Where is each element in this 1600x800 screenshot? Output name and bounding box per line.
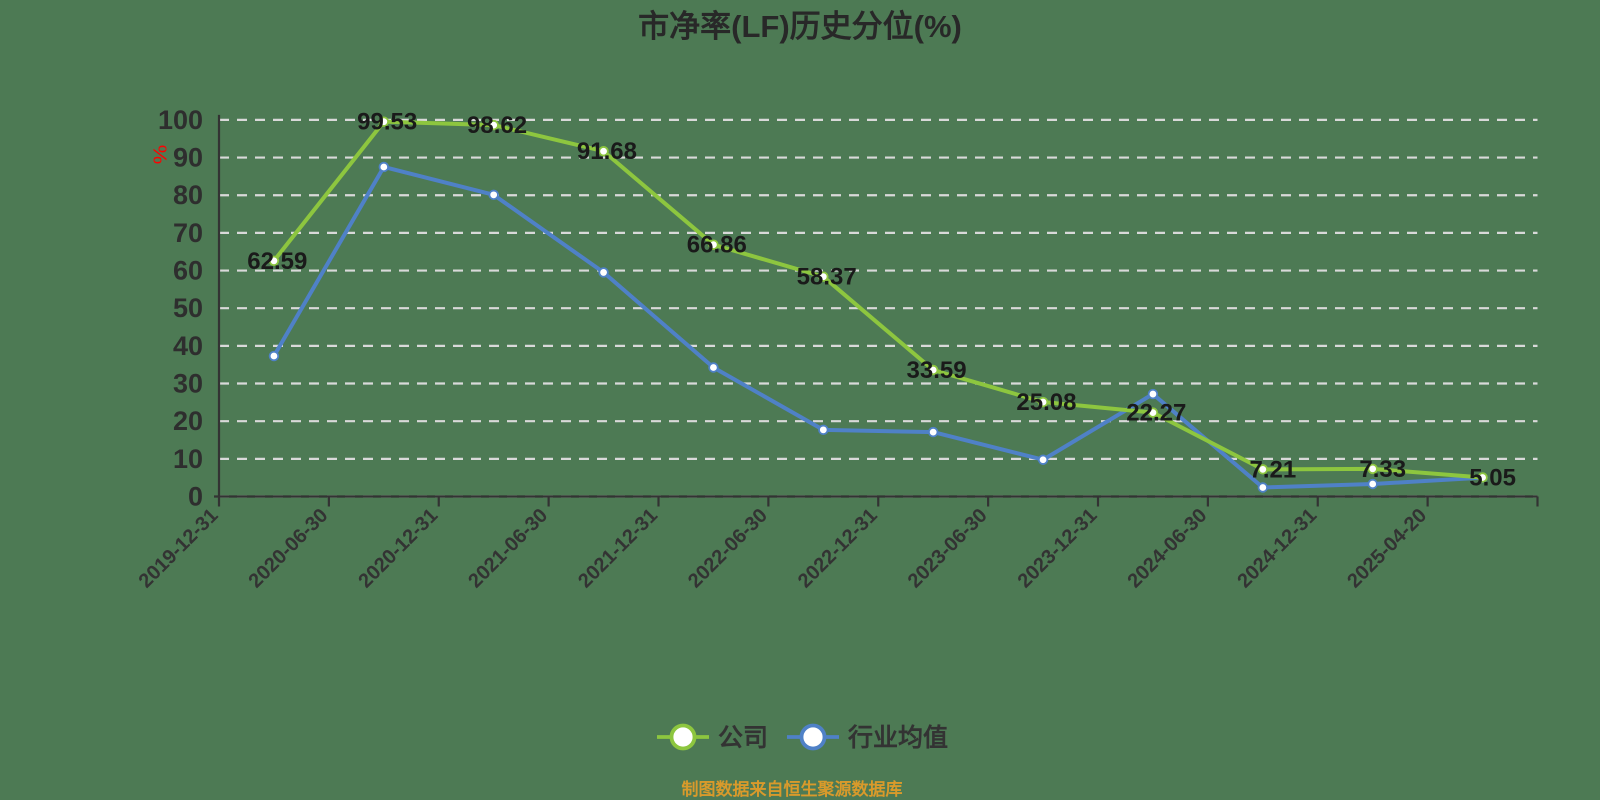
svg-text:.08: .08 [1043,389,1076,416]
svg-text:%: % [149,145,169,165]
svg-text:.59: .59 [274,248,307,275]
svg-text:.62: .62 [494,112,527,139]
svg-text:7: 7 [1249,456,1262,483]
svg-text:66: 66 [687,232,714,259]
svg-text:62: 62 [247,248,274,275]
svg-text:7: 7 [1359,456,1372,483]
svg-text:40: 40 [173,331,203,361]
svg-text:.33: .33 [1373,456,1406,483]
svg-text:10: 10 [173,444,203,474]
svg-text:80: 80 [173,180,203,210]
svg-text:58: 58 [797,264,824,291]
svg-text:行业均值: 行业均值 [847,724,948,752]
svg-text:100: 100 [158,105,203,135]
svg-text:制图数据来自恒生聚源数据库: 制图数据来自恒生聚源数据库 [682,779,903,799]
svg-text:22: 22 [1126,400,1153,427]
svg-text:.86: .86 [713,232,746,259]
svg-text:0: 0 [188,482,203,512]
svg-text:市净率(LF)历史分位(%): 市净率(LF)历史分位(%) [638,9,962,44]
svg-text:.37: .37 [823,264,856,291]
svg-text:.05: .05 [1483,464,1516,491]
svg-text:25: 25 [1016,389,1043,416]
svg-text:98: 98 [467,112,494,139]
svg-text:60: 60 [173,256,203,286]
svg-text:50: 50 [173,293,203,323]
svg-text:33: 33 [906,357,933,384]
svg-text:70: 70 [173,218,203,248]
svg-text:公司: 公司 [718,724,768,752]
svg-text:.59: .59 [933,357,966,384]
svg-text:5: 5 [1469,464,1482,491]
svg-text:.68: .68 [604,138,637,165]
svg-text:.27: .27 [1153,400,1186,427]
svg-text:.21: .21 [1263,456,1296,483]
svg-text:.53: .53 [384,109,417,136]
svg-text:91: 91 [577,138,604,165]
svg-text:90: 90 [173,143,203,173]
svg-text:30: 30 [173,369,203,399]
svg-text:20: 20 [173,406,203,436]
svg-text:99: 99 [357,109,384,136]
